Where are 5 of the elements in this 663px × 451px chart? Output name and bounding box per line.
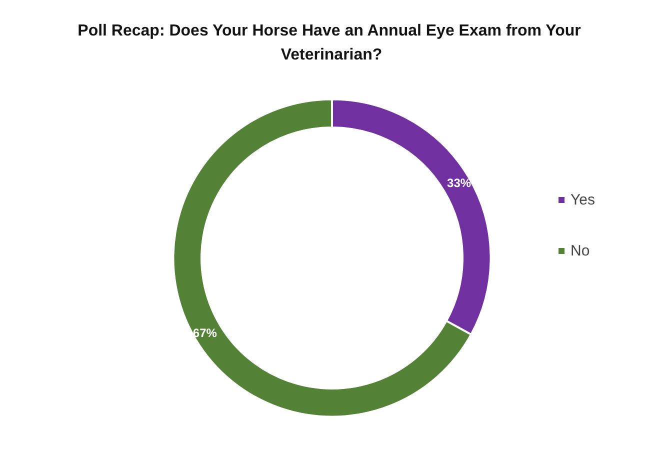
legend-label: Yes (570, 192, 596, 208)
data-label: 33% (447, 176, 472, 190)
chart-title: Poll Recap: Does Your Horse Have an Annual Eye Exam from Your Veterinarian? (78, 22, 586, 64)
data-label: 67% (192, 326, 218, 340)
legend-label: No (570, 242, 590, 260)
